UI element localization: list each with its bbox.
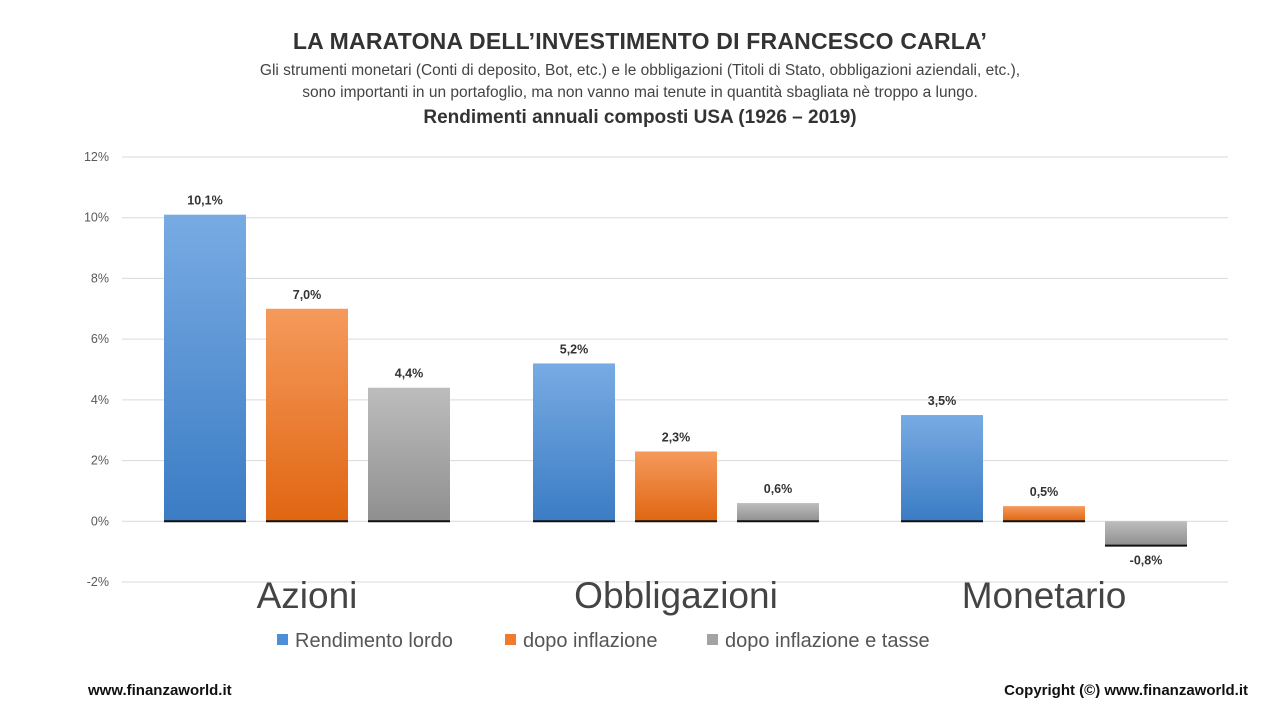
y-tick-label: 2%: [91, 454, 109, 468]
y-tick-label: 10%: [84, 211, 109, 225]
subtitle-line-2: sono importanti in un portafoglio, ma no…: [302, 84, 978, 101]
category-label: Azioni: [257, 575, 358, 616]
y-tick-label: 4%: [91, 393, 109, 407]
y-tick-label: 12%: [84, 150, 109, 164]
footer-copyright: Copyright (©) www.finanzaworld.it: [1004, 682, 1248, 699]
legend-label: dopo inflazione e tasse: [725, 630, 930, 652]
bar: [164, 214, 246, 522]
y-tick-label: 8%: [91, 271, 109, 285]
bar: [635, 451, 717, 522]
legend-swatch: [707, 634, 718, 645]
data-label: 5,2%: [560, 342, 589, 356]
y-tick-label: -2%: [87, 575, 109, 589]
bar: [1105, 521, 1187, 546]
data-label: 0,6%: [764, 482, 793, 496]
bar: [266, 308, 348, 522]
subtitle-line-1: Gli strumenti monetari (Conti di deposit…: [259, 62, 1021, 79]
bar: [901, 415, 983, 522]
data-label: 4,4%: [395, 367, 424, 381]
category-label: Obbligazioni: [574, 575, 778, 616]
bar: [533, 363, 615, 522]
bar-chart: -2% 0% 2% 4% 6% 8% 10% 12% 10,1% 7,0% 4,4% Azioni 5,…: [84, 150, 1228, 652]
bar: [368, 387, 450, 522]
legend-swatch: [277, 634, 288, 645]
chart-title: Rendimenti annuali composti USA (1926 – …: [423, 107, 857, 128]
legend-label: dopo inflazione: [523, 630, 658, 652]
data-label: 0,5%: [1030, 485, 1059, 499]
bar: [1003, 506, 1085, 522]
legend-swatch: [505, 634, 516, 645]
legend-label: Rendimento lordo: [295, 630, 453, 652]
y-tick-label: 6%: [91, 332, 109, 346]
data-label: 10,1%: [187, 194, 222, 208]
page-title: LA MARATONA DELL’INVESTIMENTO DI FRANCES…: [292, 28, 988, 54]
category-label: Monetario: [962, 575, 1127, 616]
data-label: -0,8%: [1130, 554, 1163, 568]
data-label: 7,0%: [293, 288, 322, 302]
y-tick-label: 0%: [91, 514, 109, 528]
data-label: 2,3%: [662, 430, 691, 444]
footer-website: www.finanzaworld.it: [88, 682, 232, 699]
data-label: 3,5%: [928, 394, 957, 408]
bar: [737, 503, 819, 522]
